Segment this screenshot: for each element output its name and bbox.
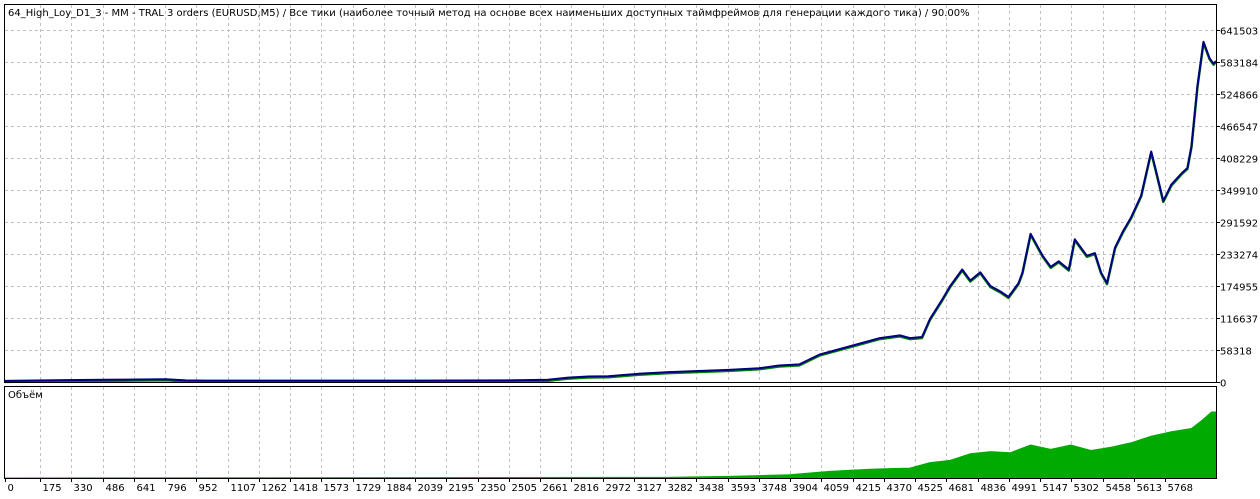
volume-area-path: [4, 411, 1217, 479]
y-tick-label: 58318: [1220, 347, 1252, 358]
y-tick-label: 116637: [1220, 315, 1258, 326]
x-tick-label: 4215: [856, 483, 881, 494]
volume-title: Объём: [8, 390, 43, 401]
x-tick-label: 2350: [481, 483, 506, 494]
balance-line: [4, 40, 1217, 382]
x-tick-label: 3904: [793, 483, 818, 494]
x-tick-label: 4836: [981, 483, 1006, 494]
x-tick-label: 1107: [231, 483, 256, 494]
x-tick-label: 5147: [1043, 483, 1068, 494]
y-tick-label: 291592: [1220, 219, 1258, 230]
x-tick-label: 1729: [356, 483, 381, 494]
y-axis-ticks: 0 58318 116637 174955 233274 291592 349910 4082…: [1216, 27, 1258, 390]
x-tick-label: 3593: [731, 483, 756, 494]
main-grid: [5, 5, 1216, 382]
x-tick-label: 2195: [449, 483, 474, 494]
x-tick-label: 796: [168, 483, 187, 494]
x-tick-label: 641: [137, 483, 156, 494]
chart-title: 64_High_Loy_D1_3 - MM - TRAL 3 orders (E…: [8, 8, 970, 19]
x-tick-label: 3282: [668, 483, 693, 494]
x-tick-label: 2972: [606, 483, 631, 494]
x-tick-label: 330: [74, 483, 93, 494]
y-tick-label: 174955: [1220, 283, 1258, 294]
volume-plot-frame: [4, 386, 1217, 479]
x-tick-label: 4991: [1012, 483, 1037, 494]
y-tick-label: 408229: [1220, 155, 1258, 166]
y-tick-label: 641503: [1220, 27, 1258, 38]
x-tick-label: 2505: [512, 483, 537, 494]
x-tick-label: 5613: [1137, 483, 1162, 494]
x-tick-label: 1573: [324, 483, 349, 494]
x-tick-label: 0: [8, 483, 14, 494]
x-tick-label: 2039: [418, 483, 443, 494]
x-tick-label: 175: [43, 483, 62, 494]
y-tick-label: 466547: [1220, 123, 1258, 134]
x-tick-label: 1418: [293, 483, 318, 494]
x-tick-label: 2661: [543, 483, 568, 494]
x-tick-label: 1884: [387, 483, 412, 494]
x-tick-label: 952: [199, 483, 218, 494]
x-tick-label: 4370: [887, 483, 912, 494]
x-tick-label: 5768: [1168, 483, 1193, 494]
x-tick-label: 4525: [918, 483, 943, 494]
x-tick-label: 3748: [762, 483, 787, 494]
x-tick-label: 4059: [824, 483, 849, 494]
x-tick-label: 2816: [574, 483, 599, 494]
y-tick-label: 0: [1220, 379, 1226, 390]
y-tick-label: 233274: [1220, 251, 1258, 262]
x-tick-label: 5458: [1106, 483, 1131, 494]
x-tick-label: 486: [106, 483, 125, 494]
x-tick-label: 4681: [949, 483, 974, 494]
x-tick-label: 5302: [1074, 483, 1099, 494]
y-tick-label: 583184: [1220, 59, 1258, 70]
x-tick-label: 3438: [699, 483, 724, 494]
volume-area: [4, 411, 1217, 479]
x-axis-ticks: 0 175 330 486 641 796 952 1107 1262 1418 1573 1729 1…: [5, 478, 1193, 494]
y-tick-label: 524866: [1220, 91, 1258, 102]
x-tick-label: 3127: [637, 483, 662, 494]
x-tick-label: 1262: [262, 483, 287, 494]
y-tick-label: 349910: [1220, 187, 1258, 198]
main-plot-frame: [4, 4, 1217, 383]
balance-series: [4, 40, 1217, 384]
